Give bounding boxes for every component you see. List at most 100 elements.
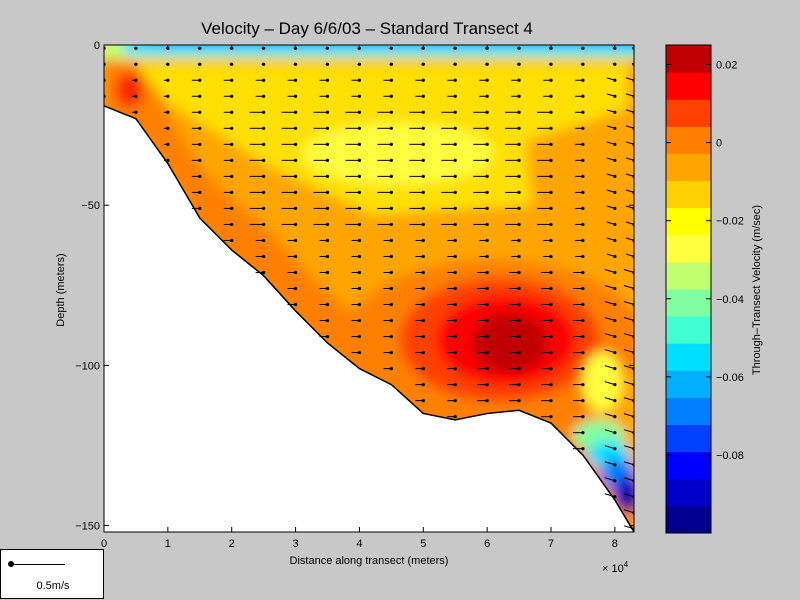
vector-origin-dot [230,206,234,211]
vector-origin-dot [549,270,553,275]
vector-origin-dot [230,78,234,82]
vector-origin-dot [613,174,617,178]
velocity-vector [623,445,634,450]
velocity-vector [623,525,634,530]
vector-origin-dot [293,142,298,146]
vector-origin-dot [325,206,330,211]
vector-origin-dot [581,286,585,291]
vector-origin-dot [485,142,489,146]
y-tick-label: −50 [81,200,100,212]
vector-origin-dot [517,206,521,211]
colorbar-level [666,126,711,154]
vector-origin-dot [453,174,457,178]
vector-origin-dot [134,62,138,66]
vector-origin-dot [581,302,585,307]
vector-origin-dot [613,94,617,98]
vector-origin-dot [230,126,234,130]
vector-origin-dot [389,142,393,146]
vector-origin-dot [262,158,266,162]
colorbar-ticks: 0.02 0 −0.02 −0.04 −0.06 −0.08 [666,60,744,462]
vector-origin-dot [581,222,585,227]
vector-origin-dot [581,190,585,194]
vector-origin-dot [613,126,617,130]
vector-origin-dot [517,174,521,178]
vector-origin-dot [581,206,585,211]
vector-origin-dot [453,142,457,146]
vector-origin-dot [453,270,457,275]
contour-surface-cyan [124,45,634,55]
vector-origin-dot [421,110,425,114]
vector-origin-dot [389,318,393,323]
vector-origin-dot [549,350,553,355]
vector-origin-dot [613,238,617,243]
vector-origin-dot [453,190,457,194]
vector-origin-dot [325,302,330,307]
vector-origin-dot [517,94,521,98]
vector-origin-dot [389,158,393,162]
vector-origin-dot [262,126,266,130]
vector-origin-dot [453,62,457,66]
velocity-vector [623,269,634,273]
vector-origin-dot [198,158,202,162]
vector-origin-dot [517,366,521,371]
colorbar-level [666,370,711,398]
vector-origin-dot [325,94,330,98]
vector-origin-dot [293,222,298,227]
vector-origin-dot [166,158,170,162]
vector-origin-dot [134,110,138,114]
vector-origin-dot [581,399,585,403]
vector-origin-dot [389,62,393,66]
colorbar-level [666,180,711,209]
vector-origin-dot [421,206,425,211]
vector-origin-dot [357,254,362,259]
vector-origin-dot [293,190,298,194]
colorbar-tick-label: −0.06 [716,372,744,384]
velocity-vector [623,493,634,498]
vector-origin-dot [230,158,234,162]
vector-origin-dot [421,286,425,291]
vector-origin-dot [549,190,553,194]
vector-origin-dot [357,270,362,275]
vector-origin-dot [581,350,585,355]
vector-origin-dot [262,206,266,211]
vector-origin-dot [453,334,457,339]
vector-origin-dot [485,302,489,307]
vector-origin-dot [357,286,362,291]
vector-origin-dot [613,206,617,211]
vector-origin-dot [325,174,330,178]
velocity-vector [623,477,634,482]
vector-origin-dot [453,302,457,307]
vector-origin-dot [134,46,138,50]
vector-origin-dot [613,78,617,82]
vector-origin-dot [325,318,330,323]
vector-origin-dot [549,318,553,323]
colorbar-tick-label: −0.02 [716,216,744,228]
vector-origin-dot [485,126,489,130]
velocity-vector [604,413,615,418]
vector-origin-dot [166,94,170,98]
vector-origin-dot [357,62,362,66]
velocity-vector [604,333,615,338]
vector-origin-dot [485,110,489,114]
vector-origin-dot [581,174,585,178]
velocity-vector [604,429,615,434]
vector-origin-dot [549,142,553,146]
vector-origin-dot [325,190,330,194]
vector-origin-dot [613,270,617,275]
vector-origin-dot [262,174,266,178]
vector-origin-dot [325,62,330,66]
velocity-vector [604,365,615,370]
colorbar-level [666,289,711,317]
vector-origin-dot [357,78,362,82]
vector-origin-dot [517,286,521,291]
vector-origin-dot [453,383,457,387]
vector-origin-dot [549,415,553,419]
vector-origin-dot [421,350,425,355]
vector-origin-dot [421,222,425,227]
colorbar-level [666,261,711,290]
velocity-vector [623,461,634,466]
vector-origin-dot [293,174,298,178]
vector-origin-dot [421,270,425,275]
vector-origin-dot [517,399,521,403]
vector-origin-dot [485,174,489,178]
